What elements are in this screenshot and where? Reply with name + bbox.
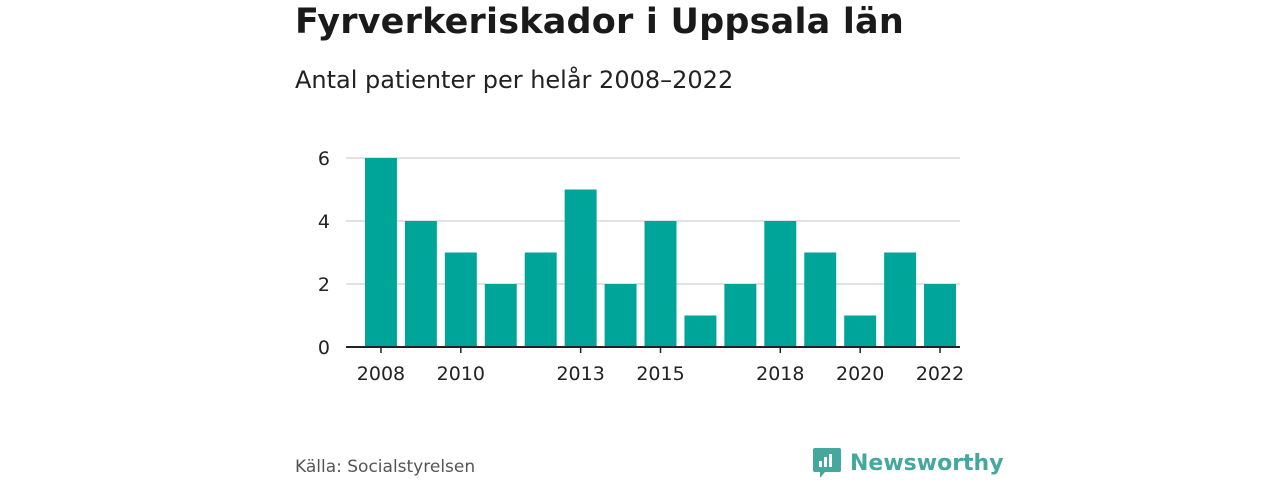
bar-2022 [924,284,957,347]
bar-2014 [604,284,637,347]
x-tick-label: 2018 [756,363,804,385]
bar-2018 [764,221,797,347]
source-note: Källa: Socialstyrelsen [295,457,476,477]
x-tick-label: 2010 [437,363,485,385]
bar-2017 [724,284,757,347]
newsworthy-logo-icon [813,448,841,478]
x-tick-label: 2020 [836,363,884,385]
y-axis-ticks: 0 2 4 6 [318,148,330,359]
x-tick-label: 2022 [916,363,964,385]
chart-subtitle: Antal patienter per helår 2008–2022 [295,66,734,94]
bar-2019 [804,252,837,347]
bar-2010 [444,252,477,347]
brand-name: Newsworthy [850,450,1004,476]
chart-title: Fyrverkeriskador i Uppsala län [295,2,904,42]
x-tick-label: 2013 [556,363,604,385]
x-axis-ticks: 2008 2010 2013 2015 2018 2020 2022 [357,347,964,385]
bar-2013 [564,189,597,347]
bar-2011 [484,284,517,347]
x-tick-label: 2008 [357,363,405,385]
y-tick-label: 0 [318,337,330,359]
y-tick-label: 2 [318,274,330,296]
brand-logo: Newsworthy [812,446,1004,480]
y-tick-label: 6 [318,148,330,170]
bar-2020 [844,315,877,347]
bar-2016 [684,315,717,347]
bar-2015 [644,221,677,347]
bar-2012 [524,252,557,347]
x-tick-label: 2015 [636,363,684,385]
bar-chart: 0 2 4 6 2008 2010 2013 2015 2018 2020 2022 [318,148,964,385]
bars [364,158,957,347]
bar-2009 [404,221,437,347]
y-tick-label: 4 [318,211,330,233]
bar-2008 [364,158,397,347]
bar-2021 [884,252,917,347]
